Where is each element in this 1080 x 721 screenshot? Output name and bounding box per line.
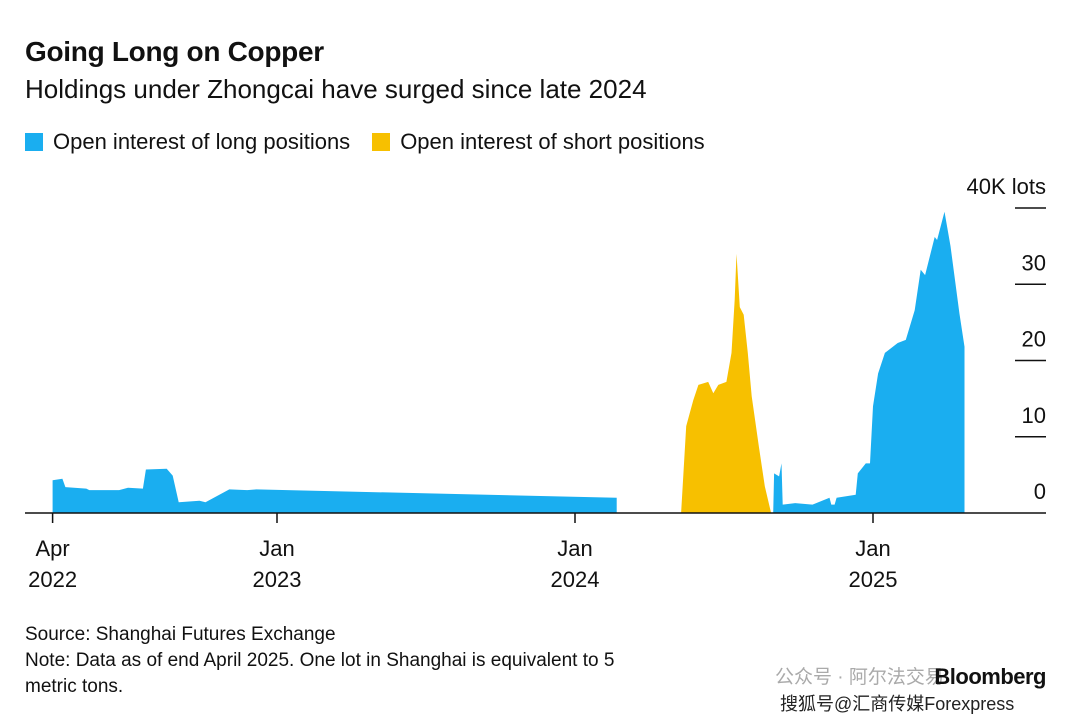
y-tick-label: 40K lots (967, 174, 1047, 199)
x-tick-label-year: 2022 (28, 567, 77, 592)
data-note-line2: metric tons. (25, 676, 124, 697)
long-area-segment-1 (773, 211, 965, 514)
long-area-segment-0 (52, 468, 617, 513)
short-area-segment-0 (681, 253, 772, 514)
legend-label-short: Open interest of short positions (400, 129, 705, 154)
source-note: Source: Shanghai Futures Exchange (25, 624, 336, 645)
x-tick-label-month: Jan (259, 536, 294, 561)
x-tick-label-year: 2023 (253, 567, 302, 592)
y-tick-label: 0 (1034, 479, 1046, 504)
chart-subtitle: Holdings under Zhongcai have surged sinc… (25, 74, 647, 104)
data-note-line1: Note: Data as of end April 2025. One lot… (25, 650, 615, 671)
legend-swatch-short (372, 133, 391, 151)
legend-swatch-long (25, 133, 43, 151)
y-tick-label: 30 (1022, 250, 1046, 275)
watermark-sohu: 搜狐号@汇商传媒Forexpress (780, 694, 1015, 714)
legend-item-long: Open interest of long positions (25, 129, 350, 155)
legend-item-short: Open interest of short positions (372, 129, 705, 155)
x-tick-label-year: 2024 (551, 567, 600, 592)
x-tick-label-month: Jan (557, 536, 592, 561)
x-tick-label-month: Apr (35, 536, 69, 561)
y-tick-label: 20 (1022, 327, 1046, 352)
x-tick-label-month: Jan (855, 536, 890, 561)
watermark-wechat: 公众号 · 阿尔法交易 (775, 667, 944, 688)
y-tick-label: 10 (1022, 403, 1046, 428)
bloomberg-logo: Bloomberg (934, 664, 1046, 689)
chart-title: Going Long on Copper (25, 36, 324, 67)
legend-label-long: Open interest of long positions (53, 129, 351, 154)
x-tick-label-year: 2025 (849, 567, 898, 592)
legend: Open interest of long positions Open int… (25, 129, 727, 155)
